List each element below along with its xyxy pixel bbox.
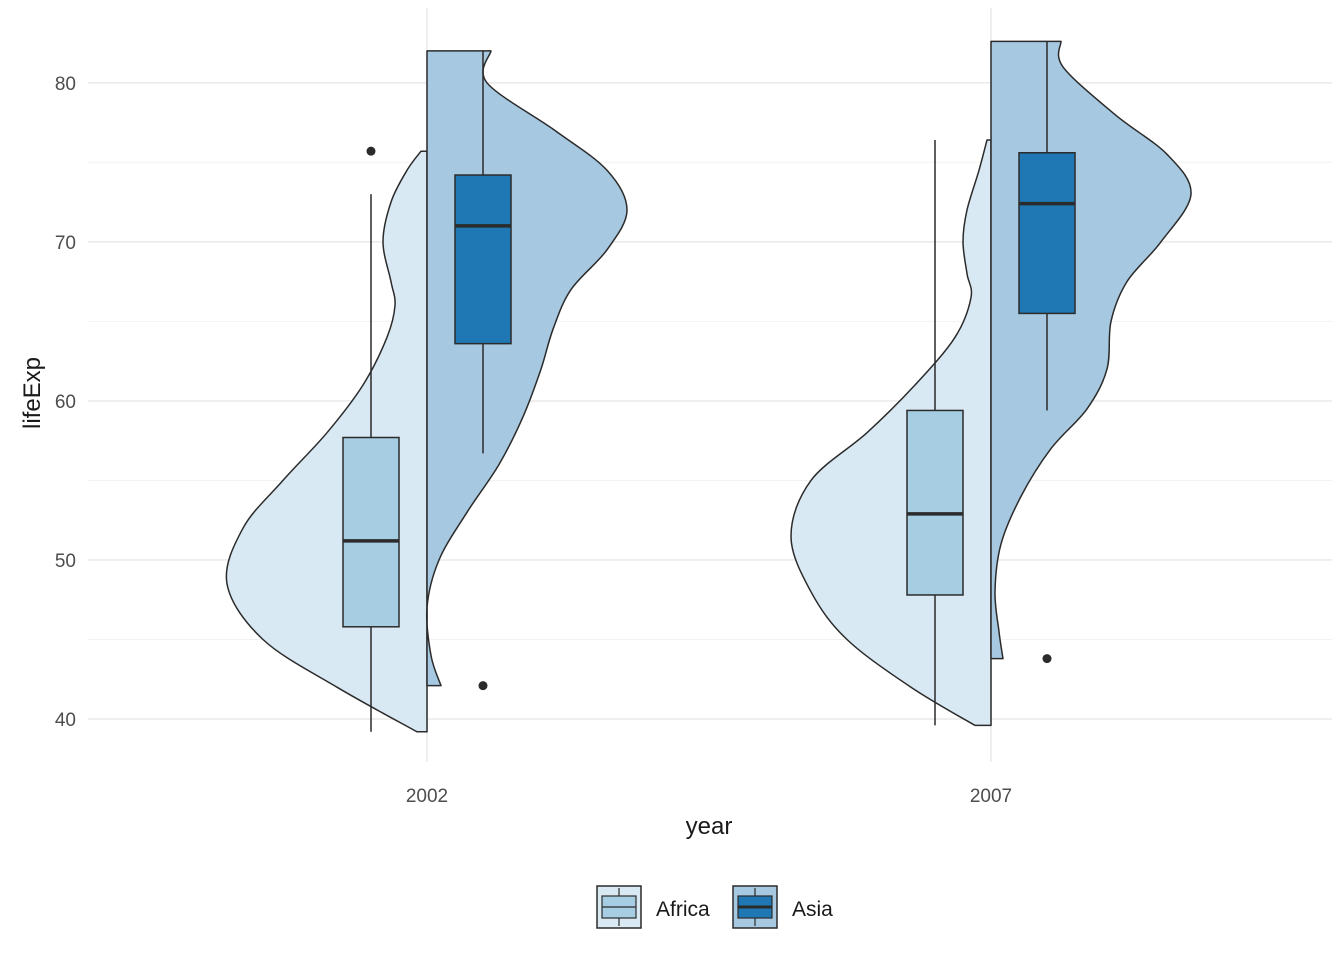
x-tick-label: 2007 [970, 786, 1012, 807]
y-axis-ticks: 40 50 60 70 80 [55, 74, 76, 731]
outlier-asia-2002 [478, 681, 488, 691]
box-asia-2007 [1018, 152, 1076, 315]
legend-label-africa: Africa [656, 898, 710, 921]
y-tick-label: 70 [55, 233, 76, 254]
x-tick-label: 2002 [406, 786, 448, 807]
violin-asia-2007 [990, 40, 1192, 660]
box-layer [342, 41, 1076, 732]
legend-item-africa: Africa [596, 885, 710, 929]
box-africa-2007 [906, 409, 964, 596]
box-asia-2002 [454, 174, 512, 345]
y-tick-label: 60 [55, 392, 76, 413]
y-tick-label: 40 [55, 710, 76, 731]
box-africa-2002 [342, 436, 400, 628]
y-tick-label: 50 [55, 551, 76, 572]
outlier-asia-2007 [1042, 654, 1052, 664]
violin-asia-2002 [425, 50, 628, 687]
x-axis-title: year [686, 813, 733, 840]
legend-item-asia: Asia [732, 885, 833, 929]
outlier-africa-2002 [366, 146, 376, 156]
y-axis-title: lifeExp [19, 357, 46, 429]
x-axis-ticks: 2002 2007 [406, 786, 1012, 807]
legend: Africa Asia [596, 885, 833, 929]
y-tick-label: 80 [55, 74, 76, 95]
legend-label-asia: Asia [792, 898, 833, 921]
